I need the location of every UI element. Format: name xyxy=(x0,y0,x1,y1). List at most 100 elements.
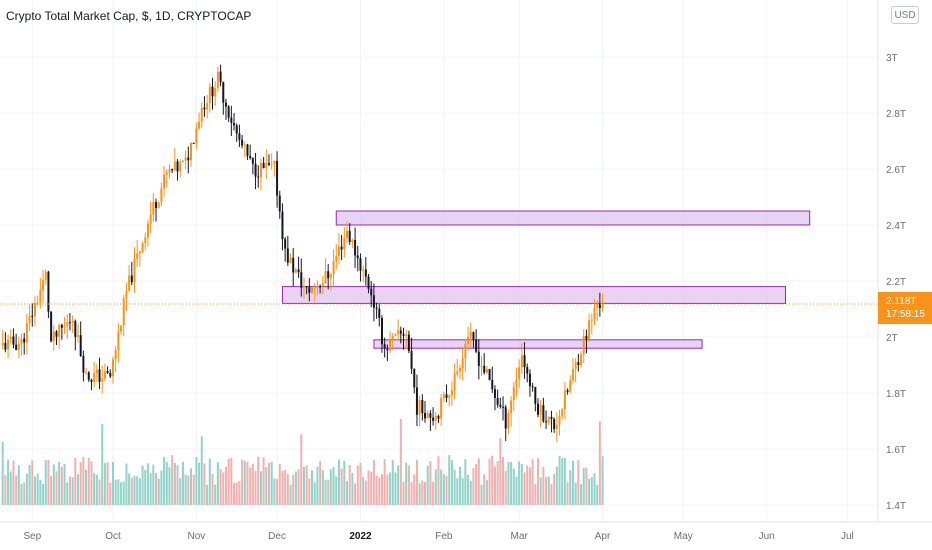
volume-bar xyxy=(445,475,448,505)
candle-body xyxy=(483,365,486,373)
volume-bar xyxy=(534,483,537,505)
candle-body xyxy=(292,257,295,273)
volume-bar xyxy=(601,456,604,505)
volume-bar xyxy=(335,476,338,505)
volume-bar xyxy=(60,466,63,505)
candle-body xyxy=(198,121,201,129)
candle-body xyxy=(316,286,319,288)
candle-body xyxy=(574,362,577,370)
volume-bar xyxy=(378,477,381,505)
volume-bars xyxy=(1,418,604,505)
support-resistance-zones[interactable] xyxy=(281,210,811,349)
volume-bar xyxy=(284,469,287,505)
candle-body xyxy=(117,331,120,350)
candle-body xyxy=(71,320,74,323)
candle-body xyxy=(418,400,421,415)
candle-body xyxy=(133,259,136,283)
volume-bar xyxy=(308,478,311,505)
volume-bar xyxy=(206,484,209,505)
chart-title: Crypto Total Market Cap, $, 1D, CRYPTOCA… xyxy=(6,9,252,23)
volume-bar xyxy=(405,462,408,505)
currency-button[interactable]: USD xyxy=(891,6,919,24)
volume-bar xyxy=(17,465,20,505)
volume-bar xyxy=(528,467,531,505)
volume-bar xyxy=(370,471,373,505)
candle-body xyxy=(308,287,311,293)
volume-bar xyxy=(192,474,195,505)
candle-body xyxy=(569,380,572,392)
volume-bar xyxy=(483,474,486,505)
volume-bar xyxy=(224,466,227,505)
candle-body xyxy=(402,333,405,336)
candle-body xyxy=(1,342,4,346)
candle-body xyxy=(504,407,507,429)
candle-body xyxy=(20,338,23,344)
resistance-zone[interactable] xyxy=(335,210,811,226)
volume-bar xyxy=(44,460,47,505)
volume-bar xyxy=(173,463,176,505)
y-tick-label: 1.8T xyxy=(886,389,906,400)
candle-body xyxy=(539,405,542,415)
candle-body xyxy=(111,359,114,377)
volume-bar xyxy=(222,472,225,505)
candle-body xyxy=(33,302,36,317)
candle-body xyxy=(343,238,346,250)
x-tick-label: Nov xyxy=(187,531,205,542)
candle-body xyxy=(510,400,513,414)
candle-body xyxy=(179,162,182,172)
x-tick-label: Oct xyxy=(105,531,121,542)
resistance-zone[interactable] xyxy=(281,286,786,304)
candle-body xyxy=(440,398,443,419)
volume-bar xyxy=(233,482,236,505)
candle-body xyxy=(297,269,300,273)
volume-bar xyxy=(496,461,499,505)
volume-bar xyxy=(179,478,182,505)
volume-bar xyxy=(424,482,427,505)
volume-bar xyxy=(149,473,152,505)
candle-body xyxy=(52,331,55,342)
candle-body xyxy=(378,308,381,318)
x-tick-label: Apr xyxy=(595,531,611,542)
volume-bar xyxy=(251,463,254,505)
candle-body xyxy=(410,351,413,369)
candle-body xyxy=(222,81,225,103)
volume-bar xyxy=(582,467,585,505)
volume-bar xyxy=(319,461,322,505)
candle-body xyxy=(415,387,418,415)
volume-bar xyxy=(33,476,36,505)
candle-body xyxy=(246,144,249,156)
volume-bar xyxy=(165,461,168,505)
candle-body xyxy=(475,339,478,352)
time-axis[interactable]: Sep Oct Nov Dec 2022 Feb Mar Apr May Jun Jul xyxy=(0,521,932,542)
candle-body xyxy=(558,415,561,425)
candle-body xyxy=(458,368,461,372)
candle-body xyxy=(171,169,174,171)
volume-bar xyxy=(442,474,445,505)
candle-body xyxy=(42,279,45,291)
x-tick-label: Dec xyxy=(268,531,286,542)
volume-bar xyxy=(475,464,478,505)
price-axis[interactable]: 1.4T 1.6T 1.8T 2T 2.2T 2.4T 2.6T 2.8T 3T xyxy=(877,0,906,522)
volume-bar xyxy=(163,456,166,505)
volume-bar xyxy=(74,457,77,505)
volume-bar xyxy=(111,462,114,505)
volume-bar xyxy=(389,472,392,505)
candle-body xyxy=(79,335,82,356)
volume-bar xyxy=(539,477,542,505)
volume-bar xyxy=(87,457,90,505)
candle-body xyxy=(542,405,545,422)
volume-bar xyxy=(36,473,39,505)
candle-body xyxy=(289,257,292,263)
volume-bar xyxy=(241,459,244,505)
volume-bar xyxy=(372,460,375,505)
candle-body xyxy=(77,335,80,337)
candle-body xyxy=(413,368,416,388)
volume-bar xyxy=(383,459,386,505)
volume-bar xyxy=(432,481,435,505)
candle-body xyxy=(141,243,144,252)
volume-bar xyxy=(1,441,4,505)
resistance-zone[interactable] xyxy=(373,339,703,349)
volume-bar xyxy=(391,460,394,505)
x-tick-label: Mar xyxy=(511,531,529,542)
